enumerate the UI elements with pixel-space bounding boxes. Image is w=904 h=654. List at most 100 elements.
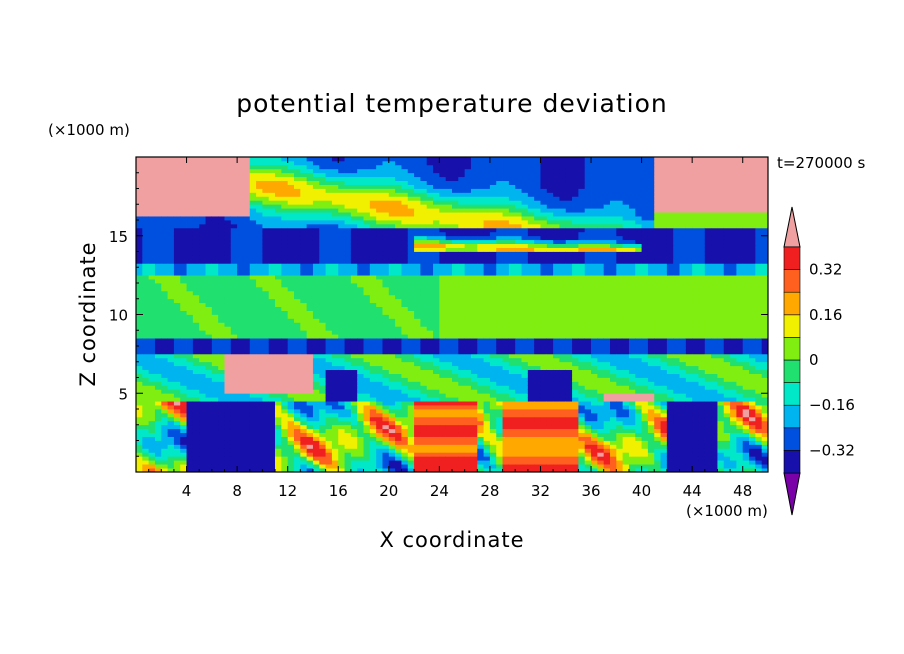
heatmap-cell: [382, 157, 390, 162]
heatmap-cell: [445, 275, 453, 280]
heatmap-cell: [515, 212, 522, 217]
heatmap-cell: [243, 235, 251, 241]
heatmap-cell: [502, 223, 510, 229]
heatmap-cell: [256, 420, 263, 426]
heatmap-cell: [218, 342, 225, 347]
heatmap-cell: [508, 444, 516, 449]
heatmap-cell: [464, 318, 472, 323]
heatmap-cell: [218, 346, 225, 351]
heatmap-cell: [211, 160, 219, 166]
heatmap-cell: [262, 448, 270, 453]
heatmap-cell: [275, 365, 282, 371]
heatmap-cell: [344, 389, 352, 394]
heatmap-cell: [275, 361, 282, 367]
heatmap-cell: [161, 184, 168, 189]
heatmap-cell: [262, 259, 270, 264]
heatmap-cell: [344, 157, 352, 162]
heatmap-cell: [483, 216, 491, 221]
heatmap-cell: [395, 157, 402, 162]
heatmap-cell: [395, 263, 402, 268]
heatmap-cell: [502, 428, 510, 434]
heatmap-cell: [363, 263, 371, 268]
heatmap-cell: [142, 212, 150, 217]
heatmap-cell: [306, 334, 314, 339]
heatmap-cell: [325, 381, 333, 386]
heatmap-cell: [477, 353, 484, 359]
heatmap-cell: [249, 393, 257, 398]
heatmap-cell: [420, 330, 428, 335]
heatmap-cell: [350, 365, 358, 371]
heatmap-cell: [199, 290, 206, 296]
heatmap-cell: [470, 346, 478, 351]
heatmap-cell: [439, 220, 447, 225]
heatmap-cell: [287, 338, 295, 343]
heatmap-cell: [199, 208, 206, 213]
heatmap-cell: [401, 208, 409, 213]
heatmap-cell: [180, 243, 187, 248]
heatmap-cell: [388, 259, 396, 264]
heatmap-cell: [395, 196, 402, 201]
heatmap-cell: [243, 357, 251, 363]
heatmap-cell: [319, 306, 326, 311]
heatmap-cell: [464, 176, 472, 182]
heatmap-cell: [357, 322, 364, 327]
heatmap-cell: [496, 381, 503, 386]
heatmap-cell: [154, 424, 162, 430]
heatmap-cell: [426, 460, 434, 465]
heatmap-cell: [452, 239, 459, 245]
heatmap-cell: [199, 310, 206, 315]
heatmap-cell: [369, 428, 377, 434]
heatmap-cell: [376, 188, 383, 193]
heatmap-cell: [489, 306, 497, 311]
heatmap-cell: [268, 409, 276, 414]
heatmap-cell: [275, 456, 282, 461]
heatmap-cell: [350, 314, 358, 319]
heatmap-cell: [395, 243, 402, 248]
heatmap-cell: [483, 314, 491, 319]
heatmap-cell: [148, 267, 156, 272]
heatmap-cell: [515, 369, 522, 374]
heatmap-cell: [306, 393, 314, 398]
heatmap-cell: [331, 405, 339, 410]
heatmap-cell: [338, 353, 345, 359]
heatmap-cell: [464, 452, 472, 457]
heatmap-cell: [407, 409, 415, 414]
heatmap-cell: [433, 275, 440, 280]
heatmap-cell: [243, 346, 251, 351]
heatmap-cell: [325, 255, 333, 260]
heatmap-cell: [470, 279, 478, 284]
heatmap-cell: [243, 263, 251, 268]
heatmap-cell: [331, 314, 339, 319]
heatmap-cell: [508, 263, 516, 268]
heatmap-cell: [148, 405, 156, 410]
heatmap-cell: [287, 326, 295, 331]
heatmap-cell: [294, 385, 301, 390]
heatmap-cell: [401, 349, 409, 355]
heatmap-cell: [407, 444, 415, 449]
heatmap-cell: [142, 251, 150, 256]
heatmap-cell: [382, 279, 390, 284]
heatmap-cell: [205, 440, 213, 445]
heatmap-cell: [287, 263, 295, 268]
heatmap-cell: [515, 298, 522, 304]
heatmap-cell: [199, 381, 206, 386]
heatmap-cell: [483, 243, 491, 248]
heatmap-cell: [452, 361, 459, 367]
heatmap-cell: [388, 385, 396, 390]
heatmap-cell: [331, 180, 339, 185]
heatmap-cell: [287, 452, 295, 457]
heatmap-cell: [338, 314, 345, 319]
heatmap-cell: [420, 196, 428, 201]
heatmap-cell: [306, 397, 314, 402]
heatmap-cell: [300, 456, 308, 461]
heatmap-cell: [439, 160, 447, 166]
heatmap-cell: [262, 172, 270, 178]
heatmap-cell: [527, 369, 535, 374]
heatmap-cell: [420, 267, 428, 272]
heatmap-cell: [319, 208, 326, 213]
heatmap-cell: [502, 397, 510, 402]
heatmap-cell: [452, 251, 459, 256]
heatmap-cell: [167, 247, 175, 252]
heatmap-cell: [161, 220, 168, 225]
heatmap-cell: [281, 160, 289, 166]
